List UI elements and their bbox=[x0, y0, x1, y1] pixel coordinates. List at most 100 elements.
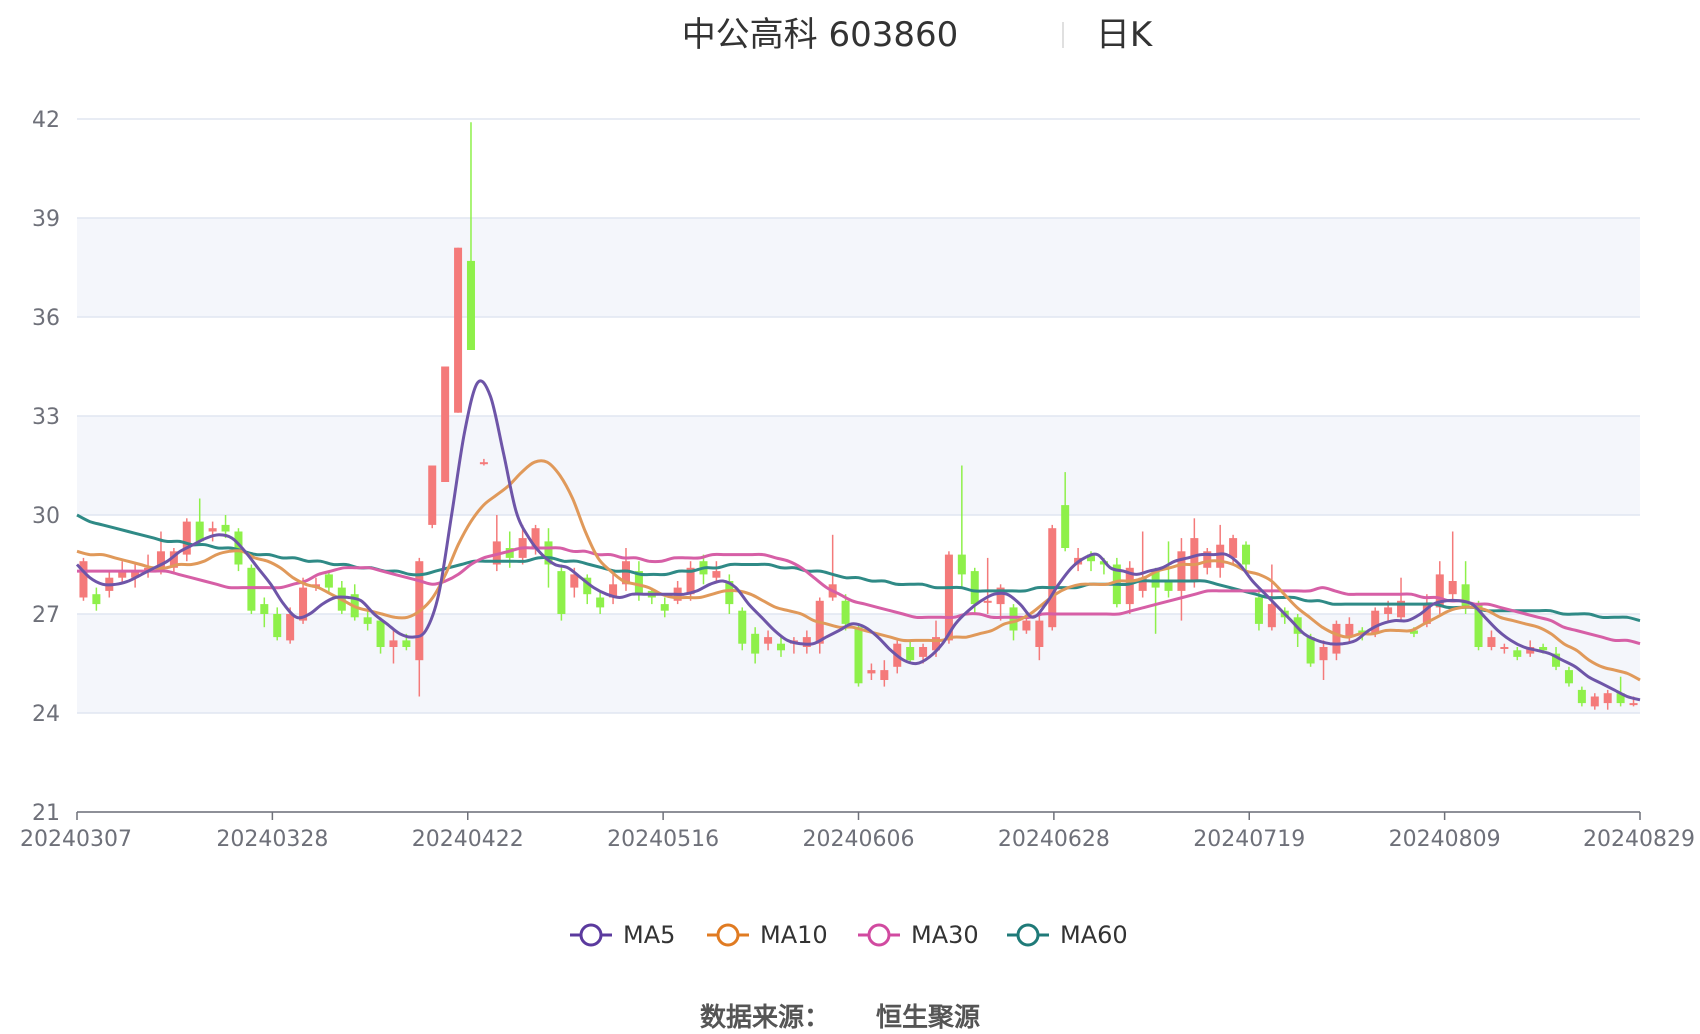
candle-body bbox=[1267, 604, 1276, 628]
candle-body bbox=[880, 670, 889, 680]
chart-subtitle: 日K bbox=[1096, 15, 1154, 55]
candle-body bbox=[1022, 620, 1031, 631]
candle-body bbox=[1229, 538, 1238, 558]
candle bbox=[169, 548, 178, 575]
candle-body bbox=[738, 610, 747, 644]
candle-body bbox=[970, 571, 979, 605]
candle bbox=[764, 630, 773, 651]
candle bbox=[1577, 686, 1586, 707]
legend-item-ma10[interactable]: MA10 bbox=[707, 921, 828, 949]
candle bbox=[880, 660, 889, 687]
candle-body bbox=[919, 647, 928, 657]
candle-body bbox=[544, 541, 553, 565]
candle-body bbox=[1190, 538, 1199, 581]
candle-body bbox=[324, 574, 333, 588]
candle bbox=[609, 574, 618, 605]
candle bbox=[867, 663, 876, 680]
x-axis: 20240307 20240328 20240422 20240516 20240606… bbox=[20, 811, 1695, 852]
legend-marker bbox=[1016, 923, 1040, 947]
candle-body bbox=[182, 521, 191, 555]
source-name: 恒生聚源 bbox=[876, 1003, 980, 1033]
candle bbox=[660, 597, 669, 618]
candle bbox=[1487, 630, 1496, 651]
candle-body bbox=[1616, 693, 1625, 704]
candle-body bbox=[1009, 607, 1018, 631]
candle-body bbox=[1422, 604, 1431, 624]
candle-body bbox=[260, 604, 269, 614]
x-tick-label: 20240328 bbox=[216, 827, 328, 852]
candle-body bbox=[363, 617, 372, 624]
legend-label: MA30 bbox=[911, 921, 979, 949]
y-tick-label: 27 bbox=[32, 603, 60, 628]
y-axis: 42 39 36 33 30 27 24 21 bbox=[32, 108, 60, 826]
candle bbox=[673, 581, 682, 605]
legend-label: MA10 bbox=[760, 921, 828, 949]
candle bbox=[776, 637, 786, 657]
candle bbox=[363, 610, 372, 631]
candle-body bbox=[764, 637, 773, 644]
candle bbox=[131, 564, 140, 588]
chart-title: 中公高科 603860 bbox=[682, 15, 959, 55]
candle bbox=[1590, 693, 1599, 710]
candle bbox=[841, 594, 850, 631]
candle-body bbox=[195, 521, 204, 542]
candle-body bbox=[286, 614, 295, 641]
candle bbox=[957, 465, 966, 588]
candle-body bbox=[660, 604, 669, 611]
legend-item-ma30[interactable]: MA30 bbox=[858, 921, 979, 949]
candle-body bbox=[983, 600, 992, 603]
candle-body bbox=[92, 594, 101, 605]
candle bbox=[983, 557, 992, 614]
legend-item-ma60[interactable]: MA60 bbox=[1007, 921, 1128, 949]
candle bbox=[1177, 538, 1186, 621]
y-tick-label: 42 bbox=[32, 108, 60, 133]
candle-body bbox=[1151, 571, 1160, 588]
candle-body bbox=[1397, 600, 1406, 618]
y-tick-label: 36 bbox=[32, 306, 60, 331]
y-tick-label: 24 bbox=[32, 702, 60, 727]
candle-body bbox=[169, 551, 178, 568]
x-tick-label: 20240628 bbox=[998, 827, 1110, 852]
candle-body bbox=[1552, 653, 1561, 667]
source-label: 数据来源： bbox=[700, 1003, 830, 1033]
candle-body bbox=[221, 524, 230, 532]
candle bbox=[376, 617, 385, 654]
candle bbox=[854, 623, 863, 687]
candle bbox=[324, 571, 333, 595]
candle bbox=[92, 587, 101, 611]
candle bbox=[621, 548, 630, 591]
candle bbox=[1345, 617, 1354, 644]
legend-item-ma5[interactable]: MA5 bbox=[570, 921, 675, 949]
candle-body bbox=[441, 366, 450, 482]
candle-body bbox=[1539, 647, 1548, 651]
candle-body bbox=[596, 597, 605, 608]
candle-body bbox=[776, 643, 786, 651]
candle bbox=[1216, 524, 1225, 578]
candle-body bbox=[1564, 670, 1573, 684]
candle-body bbox=[1035, 620, 1044, 647]
candle-body bbox=[247, 567, 256, 611]
candle bbox=[1513, 647, 1522, 661]
x-tick-label: 20240516 bbox=[607, 827, 719, 852]
candle-body bbox=[944, 554, 953, 641]
candle bbox=[906, 640, 915, 664]
candle bbox=[557, 564, 566, 621]
candle-body bbox=[1409, 630, 1418, 634]
candle-body bbox=[802, 637, 811, 647]
candle bbox=[389, 630, 398, 664]
ma-line-ma5 bbox=[75, 379, 1641, 702]
candle-body bbox=[505, 548, 514, 558]
candle bbox=[1190, 518, 1199, 588]
candle-body bbox=[1435, 574, 1444, 608]
x-tick-label: 20240829 bbox=[1583, 827, 1695, 852]
grid-band bbox=[77, 218, 1640, 317]
grid-band bbox=[77, 416, 1640, 515]
candle-body bbox=[1203, 551, 1212, 568]
legend-label: MA60 bbox=[1060, 921, 1128, 949]
candle-body bbox=[1358, 630, 1367, 634]
candle-body bbox=[156, 551, 165, 568]
candle-body bbox=[402, 640, 411, 647]
candle bbox=[1564, 666, 1573, 687]
candle-body bbox=[854, 627, 863, 684]
y-tick-label: 39 bbox=[32, 207, 60, 232]
